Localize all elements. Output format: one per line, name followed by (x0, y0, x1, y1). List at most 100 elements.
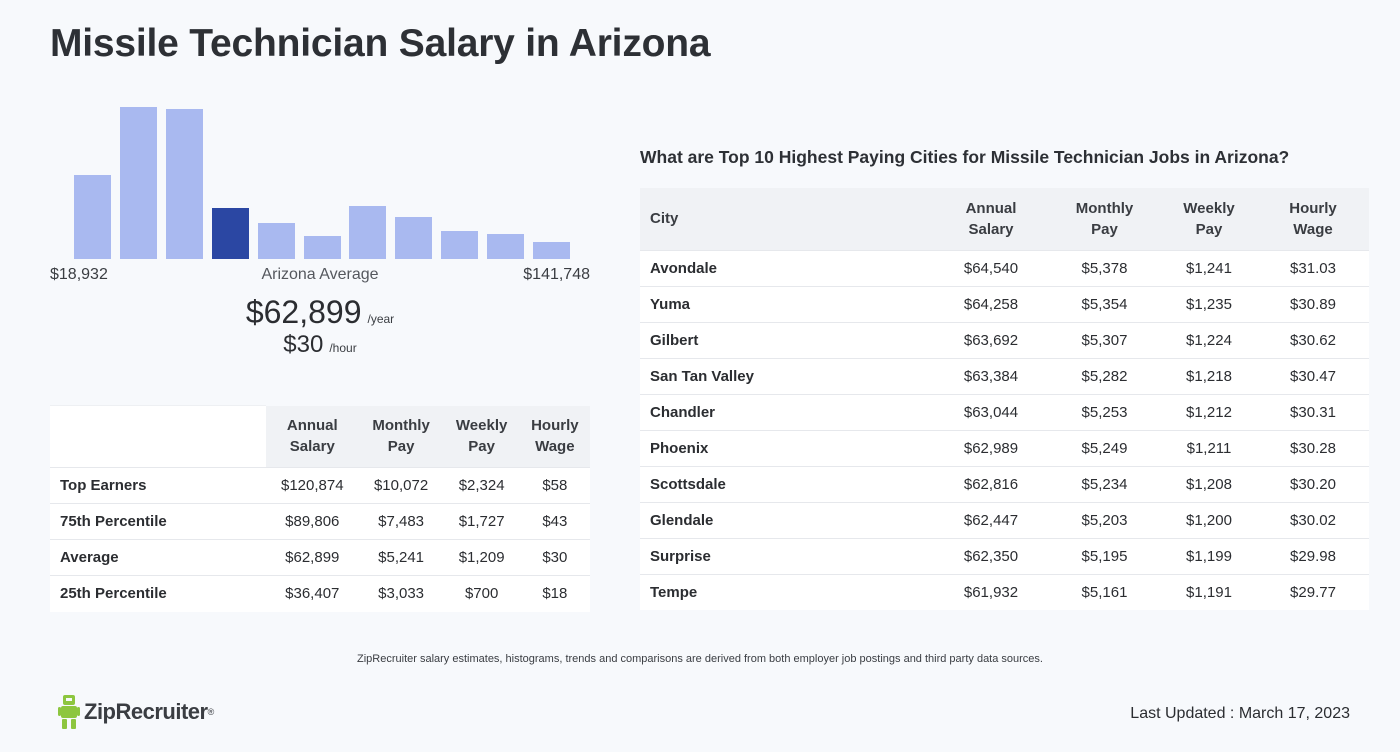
city-name: Phoenix (640, 429, 934, 466)
percentile-row: 75th Percentile $89,806 $7,483 $1,727 $43 (50, 503, 590, 540)
histogram-bar-average (211, 208, 249, 259)
percentile-hourly: $30 (519, 539, 590, 576)
city-annual: $62,816 (934, 465, 1048, 502)
city-weekly: $1,199 (1161, 537, 1257, 574)
city-row: Surprise $62,350 $5,195 $1,199 $29.98 (640, 537, 1369, 574)
city-row: Glendale $62,447 $5,203 $1,200 $30.02 (640, 501, 1369, 538)
average-yearly: $62,899/year (50, 294, 590, 331)
ziprecruiter-logo[interactable]: ZipRecruiter ® (58, 694, 214, 730)
city-monthly: $5,234 (1048, 465, 1161, 502)
city-monthly: $5,195 (1048, 537, 1161, 574)
city-hourly: $30.89 (1257, 285, 1369, 322)
percentile-header-blank (50, 405, 266, 468)
city-annual: $63,044 (934, 393, 1048, 430)
city-hourly: $29.77 (1257, 573, 1369, 610)
percentile-header-weekly: Weekly Pay (443, 405, 520, 468)
percentile-row: Top Earners $120,874 $10,072 $2,324 $58 (50, 467, 590, 504)
percentile-weekly: $1,209 (443, 539, 520, 576)
city-hourly: $30.47 (1257, 357, 1369, 394)
percentile-row: 25th Percentile $36,407 $3,033 $700 $18 (50, 575, 590, 612)
percentile-monthly: $7,483 (358, 503, 444, 540)
city-weekly: $1,224 (1161, 321, 1257, 358)
histogram-labels: $18,932 Arizona Average $141,748 (50, 266, 590, 288)
city-weekly: $1,212 (1161, 393, 1257, 430)
city-monthly: $5,253 (1048, 393, 1161, 430)
city-monthly: $5,378 (1048, 249, 1161, 286)
city-monthly: $5,249 (1048, 429, 1161, 466)
histogram-max-label: $141,748 (523, 266, 590, 283)
logo-wordmark: ZipRecruiter (84, 699, 208, 724)
percentile-annual: $36,407 (266, 575, 359, 612)
data-disclaimer: ZipRecruiter salary estimates, histogram… (357, 653, 1043, 665)
percentile-hourly: $18 (519, 575, 590, 612)
city-monthly: $5,161 (1048, 573, 1161, 610)
city-weekly: $1,200 (1161, 501, 1257, 538)
city-monthly: $5,307 (1048, 321, 1161, 358)
percentile-row: Average $62,899 $5,241 $1,209 $30 (50, 539, 590, 576)
city-hourly: $30.28 (1257, 429, 1369, 466)
city-row: Gilbert $63,692 $5,307 $1,224 $30.62 (640, 321, 1369, 358)
city-weekly: $1,235 (1161, 285, 1257, 322)
city-weekly: $1,241 (1161, 249, 1257, 286)
histogram-bar (119, 107, 157, 259)
city-weekly: $1,218 (1161, 357, 1257, 394)
average-yearly-value: $62,899 (245, 294, 362, 330)
city-hourly: $30.02 (1257, 501, 1369, 538)
city-monthly: $5,203 (1048, 501, 1161, 538)
trademark-symbol: ® (207, 707, 215, 717)
cities-header-annual: Annual Salary (934, 188, 1048, 250)
histogram-bar (395, 217, 433, 259)
city-annual: $61,932 (934, 573, 1048, 610)
average-hourly-unit: /hour (329, 341, 357, 355)
city-row: Scottsdale $62,816 $5,234 $1,208 $30.20 (640, 465, 1369, 502)
histogram-bar (303, 236, 341, 259)
cities-header-monthly: Monthly Pay (1048, 188, 1161, 250)
percentile-annual: $120,874 (266, 467, 359, 504)
histogram-bar (349, 206, 387, 259)
histogram-bar (74, 175, 111, 259)
percentile-annual: $62,899 (266, 539, 359, 576)
histogram-average-label: Arizona Average (261, 266, 379, 283)
histogram-min-label: $18,932 (50, 266, 108, 283)
percentile-header-hourly: Hourly Wage (519, 405, 590, 468)
cities-header-city: City (640, 188, 934, 250)
city-weekly: $1,208 (1161, 465, 1257, 502)
cities-table: City Annual Salary Monthly Pay Weekly Pay H… (640, 188, 1369, 610)
percentile-header-annual: Annual Salary (266, 405, 359, 468)
city-annual: $62,350 (934, 537, 1048, 574)
city-row: Chandler $63,044 $5,253 $1,212 $30.31 (640, 393, 1369, 430)
histogram-bar (487, 234, 525, 259)
city-row: Avondale $64,540 $5,378 $1,241 $31.03 (640, 249, 1369, 286)
city-name: Yuma (640, 285, 934, 322)
percentile-monthly: $5,241 (358, 539, 444, 576)
city-hourly: $29.98 (1257, 537, 1369, 574)
page-title: Missile Technician Salary in Arizona (50, 22, 711, 65)
cities-heading: What are Top 10 Highest Paying Cities fo… (640, 147, 1290, 167)
percentile-header-monthly: Monthly Pay (358, 405, 444, 468)
city-row: Phoenix $62,989 $5,249 $1,211 $30.28 (640, 429, 1369, 466)
last-updated: Last Updated : March 17, 2023 (1130, 705, 1350, 722)
city-name: Glendale (640, 501, 934, 538)
percentile-hourly: $43 (519, 503, 590, 540)
city-annual: $62,989 (934, 429, 1048, 466)
histogram-bar (533, 242, 570, 259)
percentile-annual: $89,806 (266, 503, 359, 540)
city-annual: $62,447 (934, 501, 1048, 538)
city-row: Yuma $64,258 $5,354 $1,235 $30.89 (640, 285, 1369, 322)
city-name: Scottsdale (640, 465, 934, 502)
percentile-monthly: $10,072 (358, 467, 444, 504)
average-hourly-value: $30 (283, 331, 324, 358)
city-annual: $63,384 (934, 357, 1048, 394)
cities-header-hourly: Hourly Wage (1257, 188, 1369, 250)
city-row: San Tan Valley $63,384 $5,282 $1,218 $30.47 (640, 357, 1369, 394)
percentile-weekly: $1,727 (443, 503, 520, 540)
city-hourly: $30.62 (1257, 321, 1369, 358)
city-monthly: $5,354 (1048, 285, 1161, 322)
city-name: San Tan Valley (640, 357, 934, 394)
city-hourly: $31.03 (1257, 249, 1369, 286)
city-name: Gilbert (640, 321, 934, 358)
percentile-row-label: Top Earners (50, 467, 266, 504)
percentile-hourly: $58 (519, 467, 590, 504)
percentile-monthly: $3,033 (358, 575, 444, 612)
